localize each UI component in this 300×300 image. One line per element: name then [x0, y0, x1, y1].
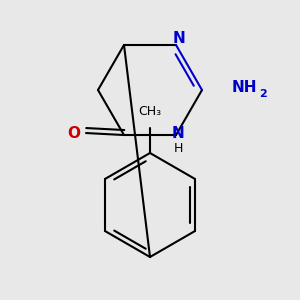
- Text: NH: NH: [232, 80, 257, 95]
- Text: N: N: [172, 32, 185, 46]
- Text: 2: 2: [259, 89, 267, 99]
- Text: CH₃: CH₃: [138, 105, 162, 118]
- Text: H: H: [173, 142, 183, 154]
- Text: O: O: [68, 125, 80, 140]
- Text: N: N: [172, 125, 184, 140]
